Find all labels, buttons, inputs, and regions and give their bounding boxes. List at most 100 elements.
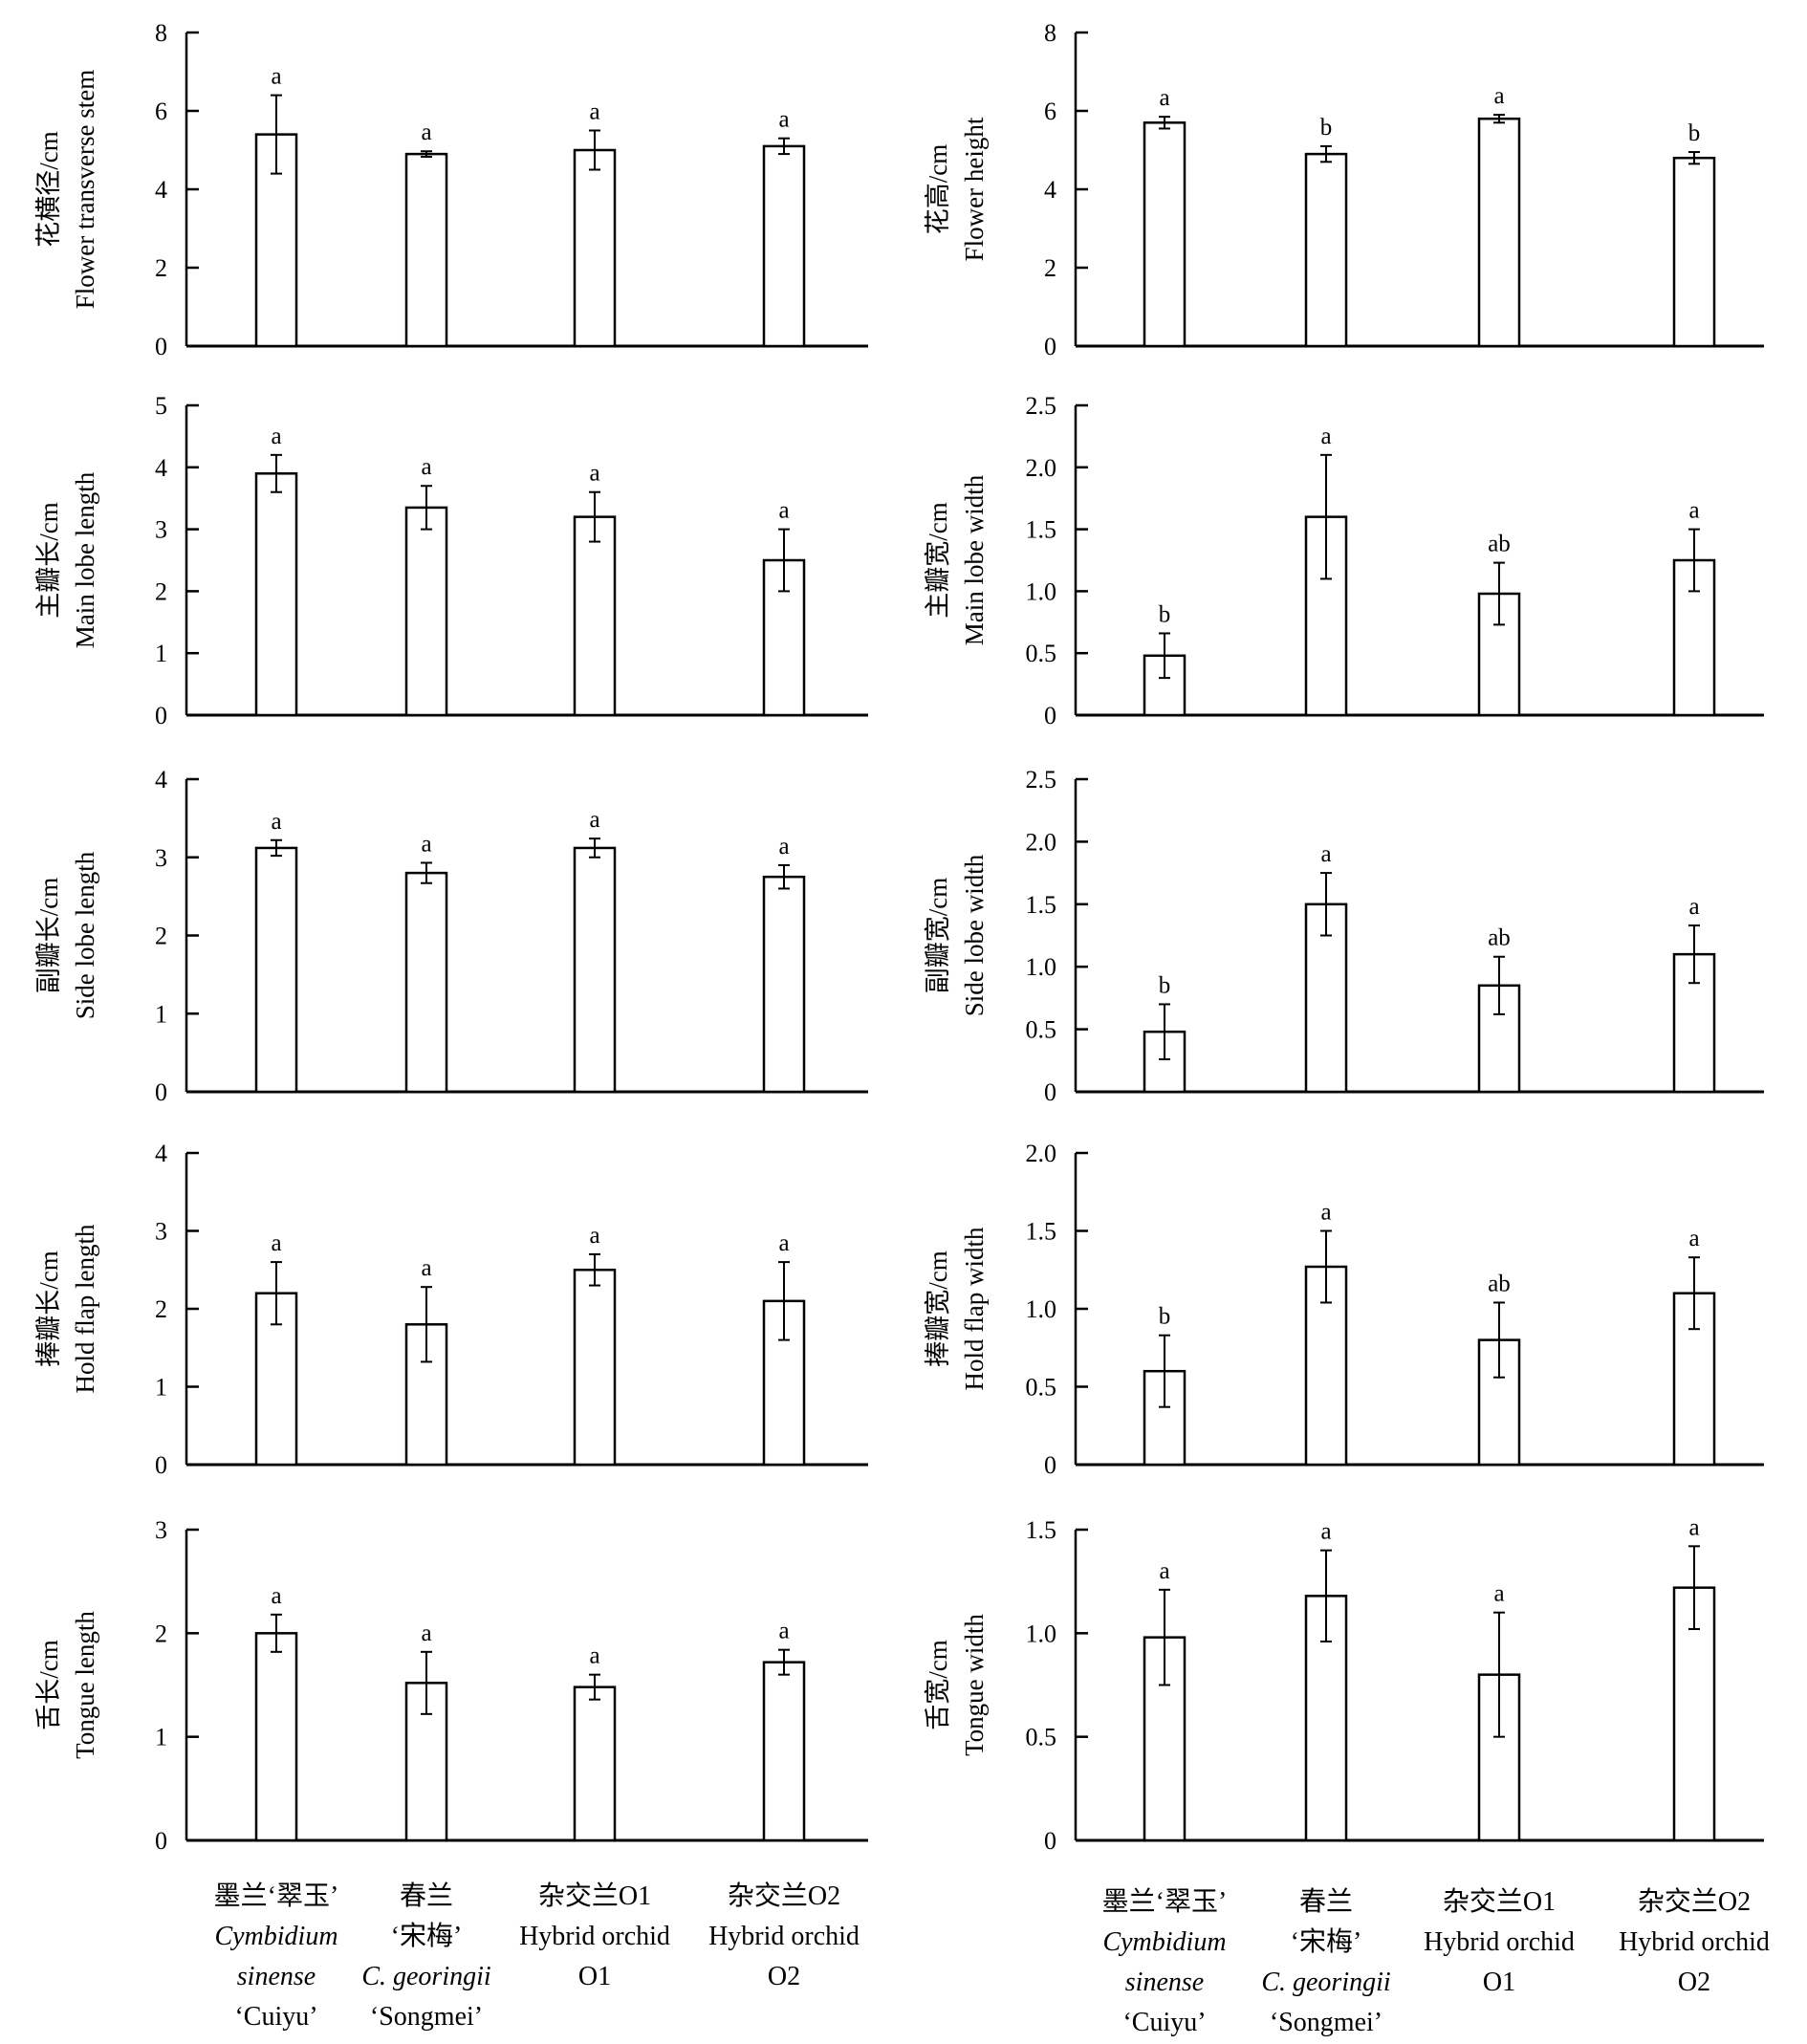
significance-letter: a bbox=[778, 107, 789, 133]
y-axis-title-cn: 舌宽/cm bbox=[924, 1640, 952, 1730]
y-tick-label: 3 bbox=[155, 844, 167, 872]
significance-letter: b bbox=[1320, 115, 1333, 141]
y-tick-label: 8 bbox=[155, 19, 167, 47]
category-label: Hybrid orchid bbox=[1619, 1927, 1770, 1957]
y-axis-title: 舌长/cm Tongue length bbox=[34, 1611, 99, 1759]
y-tick-label: 2 bbox=[155, 1295, 167, 1323]
bar bbox=[1143, 121, 1187, 348]
y-axis-title-cn: 主瓣宽/cm bbox=[924, 502, 952, 619]
y-axis-title-en: Flower transverse stem bbox=[71, 70, 99, 309]
bar bbox=[573, 846, 617, 1094]
y-tick-label: 2.0 bbox=[1026, 1140, 1057, 1167]
y-axis-title: 花高/cm Flower height bbox=[924, 117, 989, 261]
significance-letter: ab bbox=[1488, 532, 1511, 557]
category-labels-1: 墨兰‘翠玉’ Cymbidium sinense ‘Cuiyu’ 春兰 ‘宋梅’ C. ge… bbox=[214, 1881, 860, 2032]
y-tick-label: 1 bbox=[155, 1724, 167, 1751]
significance-letter: a bbox=[421, 1255, 431, 1281]
y-axis-title: 捧瓣宽/cm Hold flap width bbox=[924, 1227, 989, 1390]
y-tick-label: 4 bbox=[1044, 176, 1056, 204]
category-label: 杂交兰O1 bbox=[1443, 1886, 1556, 1917]
category-label: O2 bbox=[1678, 1968, 1710, 1997]
y-tick-label: 1.5 bbox=[1026, 1218, 1057, 1246]
y-axis-title: 花横径/cm Flower transverse stem bbox=[34, 70, 99, 309]
category-label: 墨兰‘翠玉’ bbox=[1102, 1886, 1228, 1917]
y-tick-label: 2.5 bbox=[1026, 392, 1057, 420]
y-axis-title-cn: 花高/cm bbox=[924, 144, 952, 235]
chart-panel-7: 0 1 2 3 4 捧瓣长/cm Hold flap length a a a a bbox=[34, 1140, 868, 1479]
y-tick-label: 2 bbox=[155, 923, 167, 950]
significance-letter: a bbox=[1320, 424, 1331, 449]
category-label: ‘Songmei’ bbox=[1270, 2008, 1382, 2037]
category-label: O1 bbox=[1483, 1968, 1515, 1997]
y-tick-label: 3 bbox=[155, 516, 167, 544]
category-label: 墨兰‘翠玉’ bbox=[214, 1881, 339, 1911]
y-tick-label: 2 bbox=[155, 1620, 167, 1647]
y-tick-label: 1.0 bbox=[1026, 577, 1057, 605]
y-tick-label: 3 bbox=[155, 1516, 167, 1544]
category-label: ‘宋梅’ bbox=[1291, 1926, 1362, 1957]
y-tick-label: 4 bbox=[155, 454, 167, 482]
y-tick-label: 2 bbox=[155, 577, 167, 605]
y-tick-label: 6 bbox=[1044, 98, 1056, 125]
significance-letter: b bbox=[1688, 120, 1701, 146]
chart-panel-4: 0 0.5 1.0 1.5 2.0 2.5 主瓣宽/cm Main lobe width b a a… bbox=[924, 392, 1764, 729]
category-label: 春兰 bbox=[1299, 1886, 1353, 1917]
y-tick-label: 8 bbox=[1044, 19, 1056, 47]
y-tick-label: 0.5 bbox=[1026, 1016, 1057, 1044]
y-axis-title: 捧瓣长/cm Hold flap length bbox=[34, 1224, 99, 1393]
category-label: sinense bbox=[1125, 1968, 1204, 1997]
bar bbox=[573, 1269, 617, 1467]
significance-letter: a bbox=[271, 1583, 281, 1609]
significance-letter: a bbox=[421, 831, 431, 857]
bar bbox=[573, 515, 617, 717]
bar bbox=[254, 1632, 298, 1842]
category-label: ‘Cuiyu’ bbox=[1122, 2008, 1206, 2037]
y-axis-title-cn: 舌长/cm bbox=[34, 1640, 63, 1730]
category-label: O2 bbox=[768, 1962, 800, 1991]
y-tick-label: 0 bbox=[1044, 1078, 1056, 1106]
bar bbox=[1672, 156, 1716, 348]
category-label: 杂交兰O1 bbox=[538, 1881, 651, 1911]
bar bbox=[404, 871, 448, 1094]
category-label: 春兰 bbox=[400, 1881, 453, 1911]
chart-panel-3: 0 1 2 3 4 5 主瓣长/cm Main lobe length a a a a bbox=[34, 392, 868, 729]
bar bbox=[762, 144, 806, 348]
bar bbox=[1143, 1369, 1187, 1467]
y-tick-label: 5 bbox=[155, 392, 167, 420]
y-axis-title-en: Tongue width bbox=[960, 1614, 989, 1756]
significance-letter: b bbox=[1159, 972, 1171, 998]
bar bbox=[573, 1685, 617, 1842]
bar bbox=[1143, 654, 1187, 717]
y-tick-label: 1.0 bbox=[1026, 953, 1057, 981]
y-axis-title-en: Hold flap width bbox=[960, 1227, 989, 1390]
y-axis-title-cn: 副瓣长/cm bbox=[34, 878, 63, 994]
y-axis-title-cn: 主瓣长/cm bbox=[34, 502, 63, 619]
significance-letter: a bbox=[1688, 1514, 1699, 1540]
category-label: Cymbidium bbox=[1102, 1927, 1226, 1957]
y-tick-label: 1 bbox=[155, 640, 167, 667]
category-label: Hybrid orchid bbox=[519, 1922, 670, 1951]
y-tick-label: 0.5 bbox=[1026, 640, 1057, 667]
significance-letter: a bbox=[778, 498, 789, 524]
y-tick-label: 2 bbox=[1044, 254, 1056, 282]
significance-letter: a bbox=[1320, 1519, 1331, 1545]
y-axis-title-en: Flower height bbox=[960, 117, 989, 261]
y-axis-title-en: Hold flap length bbox=[71, 1224, 99, 1393]
chart-panel-5: 0 1 2 3 4 副瓣长/cm Side lobe length a a a a bbox=[34, 766, 868, 1106]
chart-panel-6: 0 0.5 1.0 1.5 2.0 2.5 副瓣宽/cm Side lobe width b a a… bbox=[924, 766, 1764, 1106]
y-tick-label: 1.0 bbox=[1026, 1295, 1057, 1323]
chart-panel-9: 0 1 2 3 舌长/cm Tongue length a a a a bbox=[34, 1516, 868, 1855]
y-tick-label: 4 bbox=[155, 766, 167, 794]
y-axis-title-en: Tongue length bbox=[71, 1611, 99, 1759]
y-tick-label: 2 bbox=[155, 254, 167, 282]
significance-letter: a bbox=[1320, 841, 1331, 867]
y-tick-label: 0.5 bbox=[1026, 1724, 1057, 1751]
category-label: 杂交兰O2 bbox=[728, 1881, 840, 1911]
y-tick-label: 0 bbox=[155, 1078, 167, 1106]
y-tick-label: 0 bbox=[1044, 702, 1056, 729]
significance-letter: a bbox=[778, 1619, 789, 1644]
y-tick-label: 4 bbox=[155, 1140, 167, 1167]
y-axis-title-cn: 捧瓣宽/cm bbox=[924, 1250, 952, 1367]
bar bbox=[1304, 152, 1348, 348]
